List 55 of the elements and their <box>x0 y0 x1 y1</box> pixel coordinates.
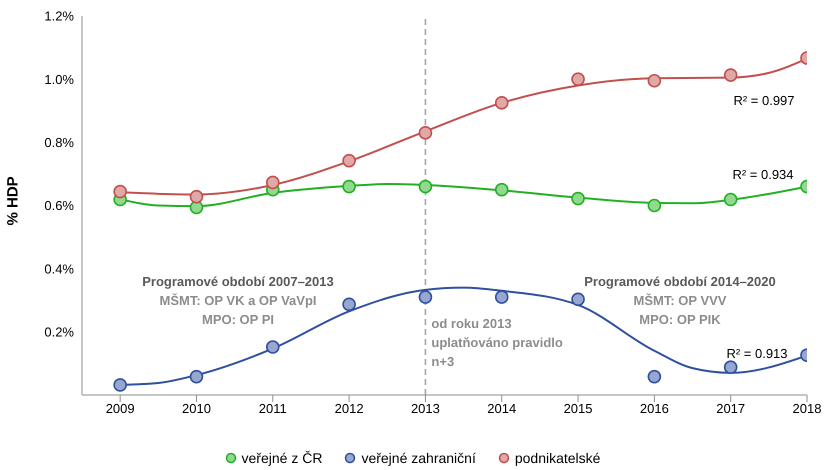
legend-label: veřejné z ČR <box>242 450 322 466</box>
point <box>724 68 738 82</box>
point <box>266 176 280 190</box>
ref-line-label: od roku 2013 uplatňováno pravidlo n+3 <box>431 316 563 369</box>
point <box>571 292 585 306</box>
legend-label: veřejné zahraniční <box>361 450 476 466</box>
point <box>418 180 432 194</box>
annotation: Programové období 2014–2020 <box>584 274 776 289</box>
y-tick-label: 0.8% <box>44 134 74 150</box>
point <box>648 74 662 88</box>
annotation: R² = 0.913 <box>726 346 788 361</box>
point <box>724 360 738 374</box>
annotation: MŠMT: OP VVV <box>634 293 727 308</box>
point <box>494 182 509 197</box>
point <box>418 126 432 140</box>
point <box>113 184 127 198</box>
y-tick-label: 0.6% <box>44 198 74 214</box>
point <box>648 198 662 212</box>
point <box>342 298 356 312</box>
point <box>266 340 280 354</box>
annotation: MPO: OP PIK <box>639 312 722 327</box>
point <box>190 370 204 384</box>
x-tick-label: 2015 <box>564 401 593 416</box>
x-tick-label: 2011 <box>258 401 287 416</box>
y-axis-title: % HDP <box>4 176 22 226</box>
x-tick-label: 2016 <box>640 401 669 416</box>
y-tick-label: 1.2% <box>44 8 74 24</box>
point <box>724 192 738 206</box>
point <box>494 290 509 304</box>
y-tick-label: 1.0% <box>44 72 74 87</box>
annotation: MŠMT: OP VK a OP VaVpI <box>159 293 317 308</box>
annotation: Programové období 2007–2013 <box>142 274 334 289</box>
annotation: R² = 0.997 <box>733 93 795 108</box>
point <box>190 200 204 214</box>
point <box>571 72 585 86</box>
annotation: MPO: OP PI <box>202 312 274 327</box>
point <box>648 370 662 384</box>
x-tick-label: 2017 <box>716 401 746 416</box>
x-tick-label: 2013 <box>410 401 440 416</box>
x-tick-label: 2010 <box>182 401 211 416</box>
y-tick-label: 0.4% <box>44 261 74 276</box>
point <box>342 154 356 168</box>
point <box>342 180 356 194</box>
y-tick-label: 0.2% <box>44 324 74 340</box>
point <box>418 290 432 304</box>
point <box>113 378 127 392</box>
x-tick-label: 2009 <box>106 401 135 416</box>
x-tick-label: 2012 <box>334 401 364 416</box>
x-tick-label: 2018 <box>792 401 822 416</box>
point <box>494 96 509 110</box>
point <box>190 190 204 204</box>
legend-label: podnikatelské <box>514 450 600 466</box>
point <box>571 192 585 206</box>
annotation: R² = 0.934 <box>732 167 794 182</box>
x-tick-label: 2014 <box>487 401 516 416</box>
